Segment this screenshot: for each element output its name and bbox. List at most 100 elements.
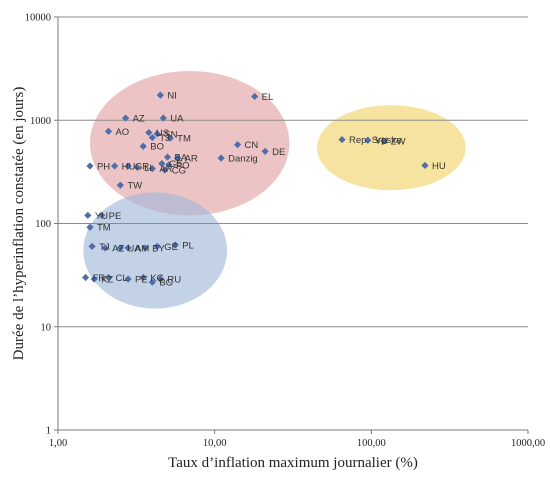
data-point xyxy=(217,154,225,162)
y-tick-label: 10 xyxy=(41,322,52,333)
data-point-label: ZW xyxy=(391,136,406,147)
data-point-label: TM xyxy=(97,223,111,234)
data-point xyxy=(261,147,269,155)
data-point-label: BY xyxy=(152,243,165,254)
data-point-label: KG xyxy=(150,273,164,284)
data-point xyxy=(139,142,147,150)
gridlines xyxy=(58,16,528,431)
data-point-label: AZ xyxy=(133,114,145,125)
data-point xyxy=(338,135,346,144)
data-point xyxy=(90,275,98,283)
data-point xyxy=(145,128,153,137)
data-point xyxy=(165,161,173,169)
data-point xyxy=(166,134,174,142)
data-point xyxy=(156,91,164,99)
data-point xyxy=(153,130,161,138)
data-point-label: CL xyxy=(115,273,127,284)
data-point-label: AO xyxy=(115,127,129,138)
cluster-ellipses xyxy=(83,70,466,309)
data-point-label: GE xyxy=(164,242,178,253)
y-axis-title: Durée de l’hyperinflation constatée (en … xyxy=(11,87,27,361)
data-point-label: TJ xyxy=(159,133,170,144)
data-point-label: PE xyxy=(109,211,122,222)
data-point xyxy=(158,160,166,168)
x-axis-title: Taux d’inflation maximum journalier (%) xyxy=(168,455,418,471)
x-tick-labels: 1,00 10,00 100,00 1000,00 xyxy=(49,438,545,449)
data-point-label: GR xyxy=(135,162,149,173)
data-point xyxy=(88,242,96,251)
data-point xyxy=(163,153,172,161)
data-point xyxy=(124,275,132,283)
data-point xyxy=(251,92,259,101)
data-point xyxy=(116,181,124,189)
data-point-label: BG xyxy=(159,278,173,289)
data-point-label: SN xyxy=(164,129,177,140)
data-point xyxy=(156,275,164,283)
data-point xyxy=(104,273,113,282)
x-tick-label: 1000,00 xyxy=(511,438,545,449)
data-point-label: HU xyxy=(432,161,446,172)
data-point-label: AR xyxy=(185,154,198,165)
data-point-label: BO xyxy=(150,142,164,153)
data-point xyxy=(171,241,179,249)
data-point xyxy=(98,211,106,219)
x-tick-label: 10,00 xyxy=(203,438,227,449)
data-point xyxy=(116,244,124,252)
data-point xyxy=(86,162,94,170)
data-point-label: UA xyxy=(170,114,184,125)
data-point-label: RU xyxy=(167,275,181,286)
data-point-label: HU xyxy=(122,162,136,173)
data-point-label: CG xyxy=(172,165,186,176)
data-point-label: AR xyxy=(159,164,172,175)
data-point-label: BA xyxy=(175,153,188,164)
data-point-label: TM xyxy=(177,134,191,145)
y-tick-label: 1 xyxy=(46,426,51,437)
data-point xyxy=(139,273,147,282)
data-point-label: TJ xyxy=(99,242,110,253)
data-point xyxy=(124,162,132,170)
data-point xyxy=(121,114,130,122)
data-point-label: TW xyxy=(127,181,142,192)
data-point-label: UA xyxy=(127,243,141,254)
data-point-label: NI xyxy=(167,91,177,102)
data-point-label: US xyxy=(156,128,169,139)
data-point-label: CN xyxy=(245,140,259,151)
data-point-label: LI xyxy=(144,163,152,174)
cluster-ellipse-3 xyxy=(83,192,228,309)
data-point-label: Rep. Srpska xyxy=(349,135,402,146)
data-point-label: EL xyxy=(262,92,274,103)
data-point-label: GE xyxy=(169,159,183,170)
data-point-label: KZ xyxy=(101,275,113,286)
data-point xyxy=(133,163,141,171)
data-point xyxy=(233,141,242,149)
data-point xyxy=(104,127,113,135)
x-tick-label: 1,00 xyxy=(49,438,67,449)
y-tick-labels: 1 10 100 1000 10000 xyxy=(25,13,51,437)
data-point xyxy=(380,137,388,145)
y-tick-label: 1000 xyxy=(30,116,51,127)
cluster-ellipse-2 xyxy=(317,105,466,191)
data-point xyxy=(84,211,92,219)
data-point xyxy=(148,278,156,286)
data-point xyxy=(86,223,94,231)
data-points xyxy=(81,91,429,286)
data-point xyxy=(153,242,161,251)
data-point-label: Danzig xyxy=(228,154,258,165)
data-point-label: PE xyxy=(135,275,148,286)
data-point-label: AM xyxy=(135,243,149,254)
x-tick-label: 100,00 xyxy=(357,438,386,449)
data-point xyxy=(421,161,429,170)
data-point-label: AZ xyxy=(112,243,124,254)
y-tick-label: 100 xyxy=(35,219,51,230)
data-point-label: DE xyxy=(272,147,285,158)
data-point xyxy=(141,244,149,252)
data-point-label: FR xyxy=(93,273,106,284)
data-point xyxy=(159,114,167,122)
data-point xyxy=(124,244,132,252)
axes xyxy=(54,16,529,434)
y-tick-label: 10000 xyxy=(25,13,51,24)
data-point xyxy=(101,244,109,252)
data-point xyxy=(364,136,372,144)
